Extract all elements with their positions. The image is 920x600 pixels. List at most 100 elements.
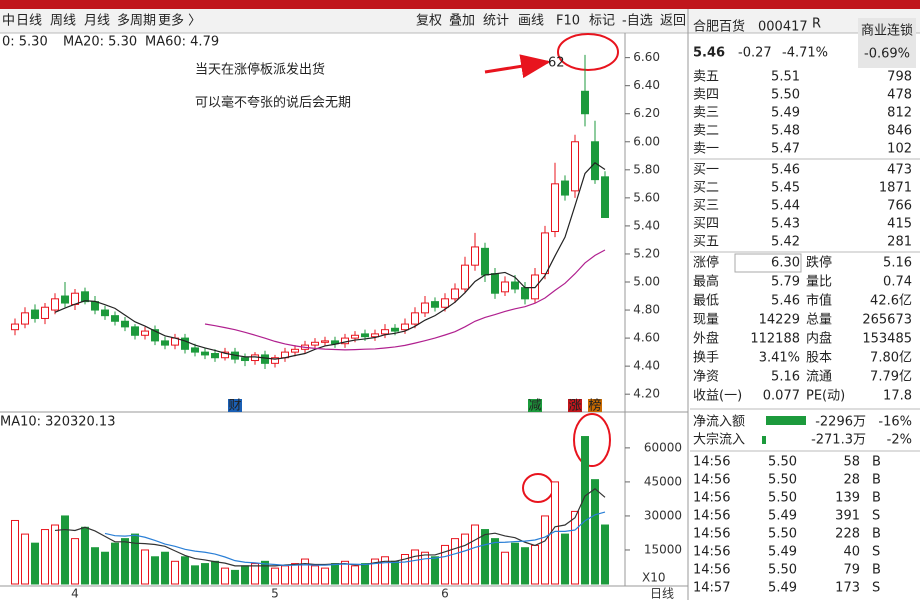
stat-value: 6.30 — [771, 256, 800, 271]
trade-side: S — [872, 581, 880, 596]
highlight-circle — [557, 33, 619, 71]
candle-body — [541, 232, 549, 275]
y-tick-label: 5.80 — [633, 162, 660, 176]
candle-body — [501, 281, 509, 293]
book-volume: 102 — [887, 142, 912, 157]
candle-body — [441, 298, 449, 308]
toolbar-button[interactable]: -自选 — [622, 14, 653, 29]
ma-line — [204, 249, 606, 351]
stock-flag: R — [812, 17, 821, 32]
trade-side: S — [872, 545, 880, 560]
y-tick-label: 4.80 — [633, 303, 660, 317]
trade-volume: 79 — [843, 563, 860, 578]
volume-bar — [251, 563, 259, 585]
volume-bar — [411, 549, 419, 585]
change-pct: -4.71% — [782, 46, 828, 61]
candle-body — [111, 315, 119, 322]
trade-side: B — [872, 455, 881, 470]
trade-price: 5.49 — [768, 509, 797, 524]
candle-body — [201, 351, 209, 356]
y-tick-label: 6.00 — [633, 134, 660, 148]
volume-bar — [61, 515, 69, 585]
event-badge — [228, 399, 242, 412]
book-volume: 846 — [887, 124, 912, 139]
stat-value: 7.79亿 — [870, 370, 912, 385]
toolbar-tab[interactable]: 更多 〉 — [158, 13, 201, 29]
candle-body — [121, 320, 129, 328]
toolbar-button[interactable]: 复权 — [416, 13, 442, 29]
volume-bar — [601, 524, 609, 585]
toolbar-button[interactable]: 标记 — [589, 14, 615, 29]
toolbar-tab[interactable]: 中 — [2, 14, 15, 29]
volume-bar — [31, 542, 39, 585]
stat-value: 5.16 — [771, 370, 800, 385]
volume-bar — [401, 554, 409, 585]
trade-side: S — [872, 509, 880, 524]
sector-box — [858, 18, 916, 68]
toolbar-button[interactable]: 返回 — [660, 14, 686, 29]
price: 5.46 — [693, 46, 725, 61]
candle-body — [561, 180, 569, 196]
toolbar-button[interactable]: 画线 — [518, 14, 544, 29]
volume-bar — [331, 563, 339, 585]
stat-value: 153485 — [862, 332, 912, 347]
y-tick-label: 4.60 — [633, 331, 660, 345]
toolbar-tab[interactable]: 日线 — [16, 14, 42, 29]
trade-time: 14:56 — [693, 491, 730, 506]
volume-bar — [281, 565, 289, 585]
trade-side: B — [872, 527, 881, 542]
trade-volume: 28 — [843, 473, 860, 488]
volume-bar — [101, 551, 109, 585]
volume-bar — [131, 533, 139, 585]
flow-pct: -2% — [887, 433, 912, 448]
toolbar-button[interactable]: 统计 — [483, 14, 509, 29]
trade-time: 14:56 — [693, 455, 730, 470]
book-price: 5.46 — [771, 163, 800, 178]
y-tick-label: 6.20 — [633, 106, 660, 120]
toolbar-button[interactable]: F10 — [556, 14, 580, 29]
volume-bar — [151, 556, 159, 585]
book-volume: 415 — [887, 217, 912, 232]
event-label: 涨 — [568, 399, 581, 414]
candle-body — [591, 141, 599, 181]
toolbar-tab[interactable]: 月线 — [84, 14, 110, 29]
volume-bar — [311, 565, 319, 585]
candle-body — [61, 295, 69, 304]
event-badge — [588, 399, 602, 412]
stat-label: PE(动) — [806, 389, 845, 404]
toolbar-tab[interactable]: 多周期 — [117, 13, 156, 29]
volume-bar — [321, 567, 329, 585]
trade-side: B — [872, 473, 881, 488]
trade-price: 5.50 — [768, 473, 797, 488]
candle-body — [241, 357, 249, 362]
volume-bar — [381, 556, 389, 585]
stat-value: 5.46 — [771, 294, 800, 309]
volume-bar — [341, 560, 349, 585]
volume-bar — [211, 560, 219, 585]
book-volume: 281 — [887, 235, 912, 250]
trade-time: 14:56 — [693, 473, 730, 488]
flow-amount: -271.3万 — [811, 433, 866, 448]
y-tick-label: 5.60 — [633, 190, 660, 204]
toolbar-button[interactable]: 叠加 — [449, 14, 475, 29]
stat-value: 17.8 — [883, 389, 912, 404]
stat-label: 现量 — [693, 313, 719, 328]
stat-label: 最高 — [693, 274, 719, 290]
candle-body — [291, 348, 299, 353]
y-tick-label: 5.20 — [633, 246, 660, 260]
flow-label: 净流入额 — [693, 415, 745, 430]
book-volume: 812 — [887, 106, 912, 121]
volume-bar — [531, 544, 539, 585]
candle-body — [141, 330, 149, 336]
volume-bar — [271, 567, 279, 585]
volume-bar — [501, 551, 509, 585]
volume-bar — [161, 551, 169, 585]
stat-label: 股本 — [806, 351, 832, 366]
volume-ma-line — [104, 511, 606, 566]
stat-value: 0.74 — [883, 275, 912, 290]
candle-body — [471, 246, 479, 266]
trade-time: 14:56 — [693, 545, 730, 560]
toolbar-tab[interactable]: 周线 — [50, 14, 76, 29]
stat-label: 收益(一) — [693, 389, 742, 404]
